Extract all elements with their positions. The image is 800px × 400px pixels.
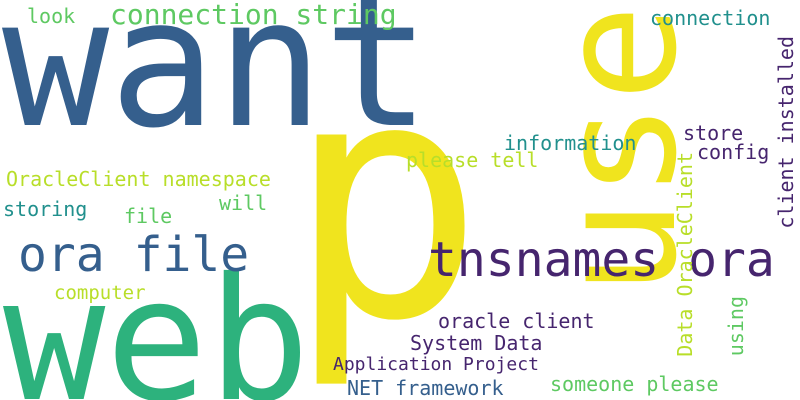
word-look: look (27, 4, 76, 28)
word-connection: connection (650, 6, 771, 30)
word-store: store (683, 121, 744, 145)
word-will: will (219, 191, 268, 215)
word-connection-string: connection string (110, 0, 397, 31)
word-web: web (3, 242, 311, 400)
word-oracle-client: oracle client (438, 309, 595, 333)
word-computer: computer (54, 282, 146, 304)
word-ora-file: ora file (18, 227, 250, 283)
word-using: using (724, 296, 748, 357)
word-information: information (504, 131, 637, 155)
word-net-framework: NET framework (347, 376, 504, 400)
word-want: want (2, 0, 431, 167)
word-config: config (697, 140, 770, 164)
word-tnsnames-ora: tnsnames ora (428, 232, 775, 288)
word-p: p (286, 9, 485, 393)
word-storing: storing (3, 197, 88, 221)
word-client-installed: client installed (774, 36, 798, 229)
word-data-oracleclient: Data OracleClient (673, 152, 697, 357)
word-application-project: Application Project (333, 354, 539, 375)
word-system-data: System Data (410, 331, 543, 355)
word-file: file (124, 204, 173, 228)
word-please-tell: please tell (406, 148, 539, 172)
word-oracleclient-namespace: OracleClient namespace (6, 167, 271, 191)
word-someone-please: someone please (550, 372, 719, 396)
